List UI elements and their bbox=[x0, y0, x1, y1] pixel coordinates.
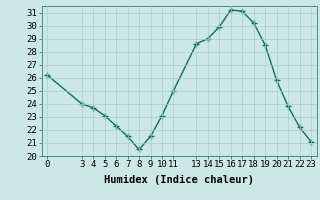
X-axis label: Humidex (Indice chaleur): Humidex (Indice chaleur) bbox=[104, 175, 254, 185]
